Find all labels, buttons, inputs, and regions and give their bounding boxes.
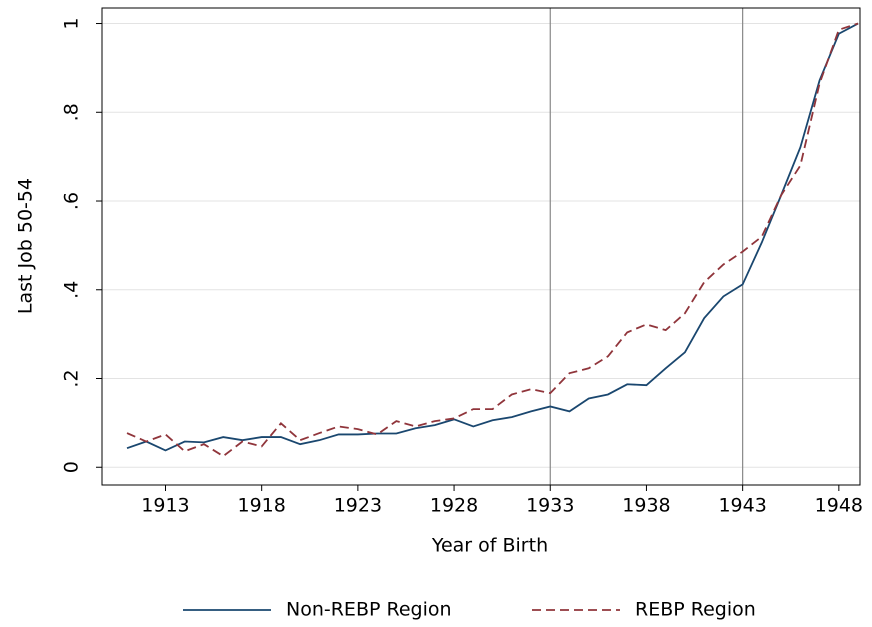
x-tick-label: 1948 <box>815 495 863 517</box>
x-tick-label: 1943 <box>718 495 766 517</box>
x-tick-label: 1923 <box>334 495 382 517</box>
x-tick-label: 1928 <box>430 495 478 517</box>
y-tick-label: .8 <box>61 103 83 121</box>
x-tick-label: 1913 <box>141 495 189 517</box>
x-tick-label: 1933 <box>526 495 574 517</box>
plot-frame <box>101 7 861 486</box>
legend-label: REBP Region <box>635 599 756 621</box>
series-line <box>126 22 859 452</box>
x-axis-label: Year of Birth <box>431 535 548 557</box>
y-tick-label: 0 <box>61 461 83 473</box>
x-tick-label: 1918 <box>238 495 286 517</box>
y-tick-label: .4 <box>61 281 83 299</box>
legend-label: Non-REBP Region <box>286 599 452 621</box>
y-tick-label: .2 <box>61 369 83 387</box>
y-tick-label: 1 <box>61 17 83 29</box>
y-tick-label: .6 <box>61 192 83 210</box>
series-line <box>126 22 859 458</box>
x-tick-label: 1938 <box>622 495 670 517</box>
y-axis-label: Last Job 50-54 <box>15 178 37 314</box>
